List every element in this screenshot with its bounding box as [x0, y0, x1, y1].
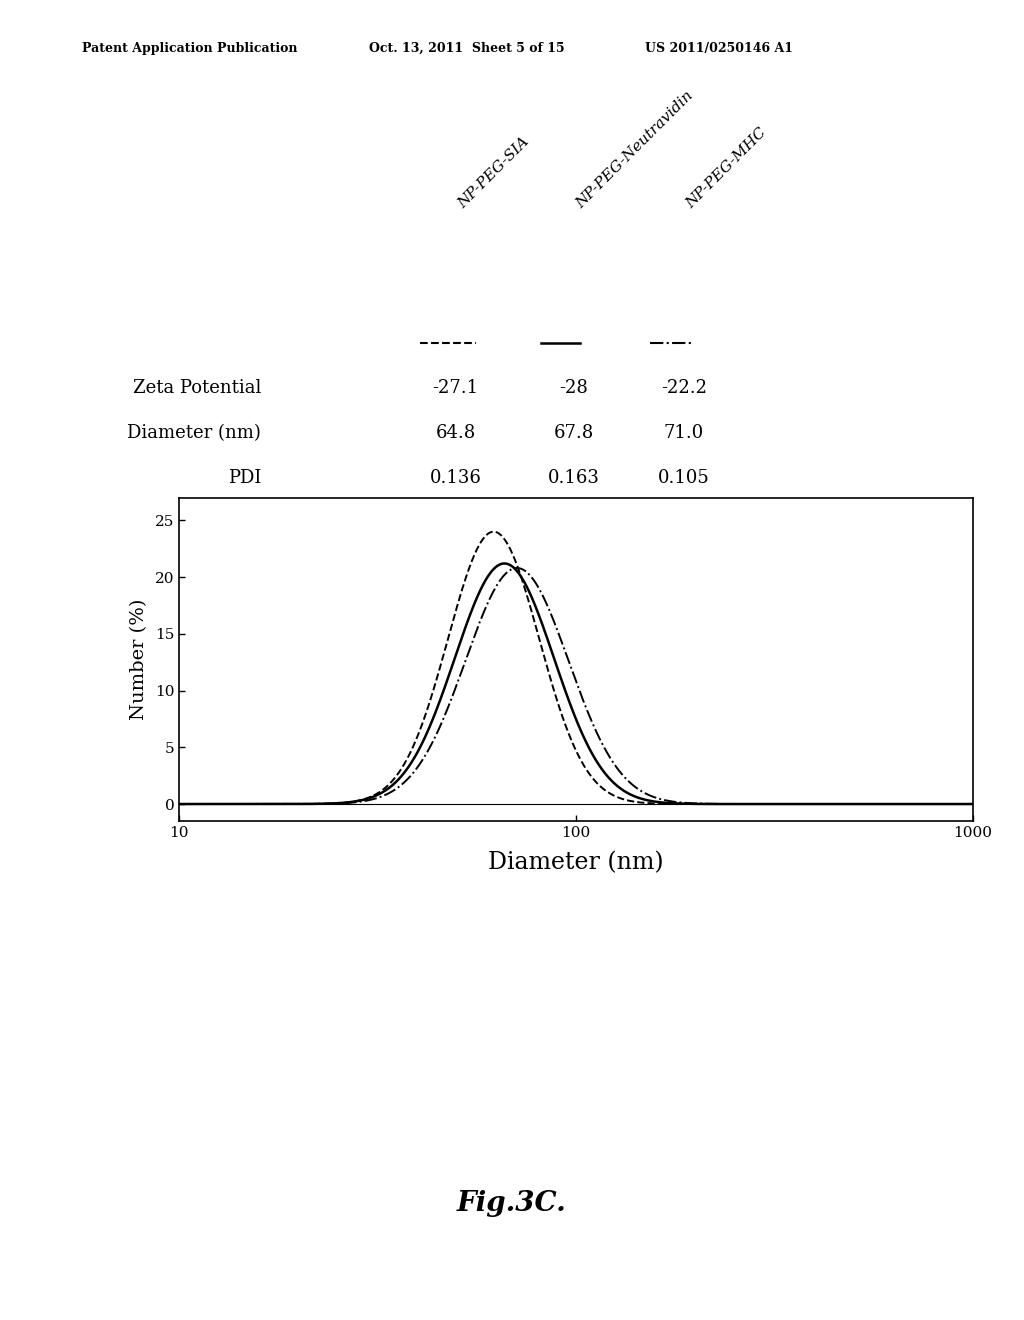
Text: Patent Application Publication: Patent Application Publication [82, 42, 297, 55]
Text: 0.163: 0.163 [548, 469, 599, 487]
Text: PDI: PDI [227, 469, 261, 487]
Text: 0.105: 0.105 [658, 469, 710, 487]
Text: -27.1: -27.1 [432, 379, 479, 397]
Text: -22.2: -22.2 [662, 379, 707, 397]
Text: NP-PEG-MHC: NP-PEG-MHC [684, 125, 770, 211]
Text: Diameter (nm): Diameter (nm) [127, 424, 261, 442]
Text: -28: -28 [559, 379, 588, 397]
X-axis label: Diameter (nm): Diameter (nm) [488, 851, 664, 874]
Text: 71.0: 71.0 [664, 424, 705, 442]
Text: NP-PEG-SIA: NP-PEG-SIA [456, 135, 532, 211]
Text: Zeta Potential: Zeta Potential [133, 379, 261, 397]
Text: Oct. 13, 2011  Sheet 5 of 15: Oct. 13, 2011 Sheet 5 of 15 [369, 42, 564, 55]
Text: 67.8: 67.8 [553, 424, 594, 442]
Text: US 2011/0250146 A1: US 2011/0250146 A1 [645, 42, 794, 55]
Text: 64.8: 64.8 [435, 424, 476, 442]
Text: 0.136: 0.136 [430, 469, 481, 487]
Y-axis label: Number (%): Number (%) [130, 599, 147, 719]
Text: NP-PEG-Neutravidin: NP-PEG-Neutravidin [573, 88, 696, 211]
Text: Fig.3C.: Fig.3C. [457, 1191, 567, 1217]
